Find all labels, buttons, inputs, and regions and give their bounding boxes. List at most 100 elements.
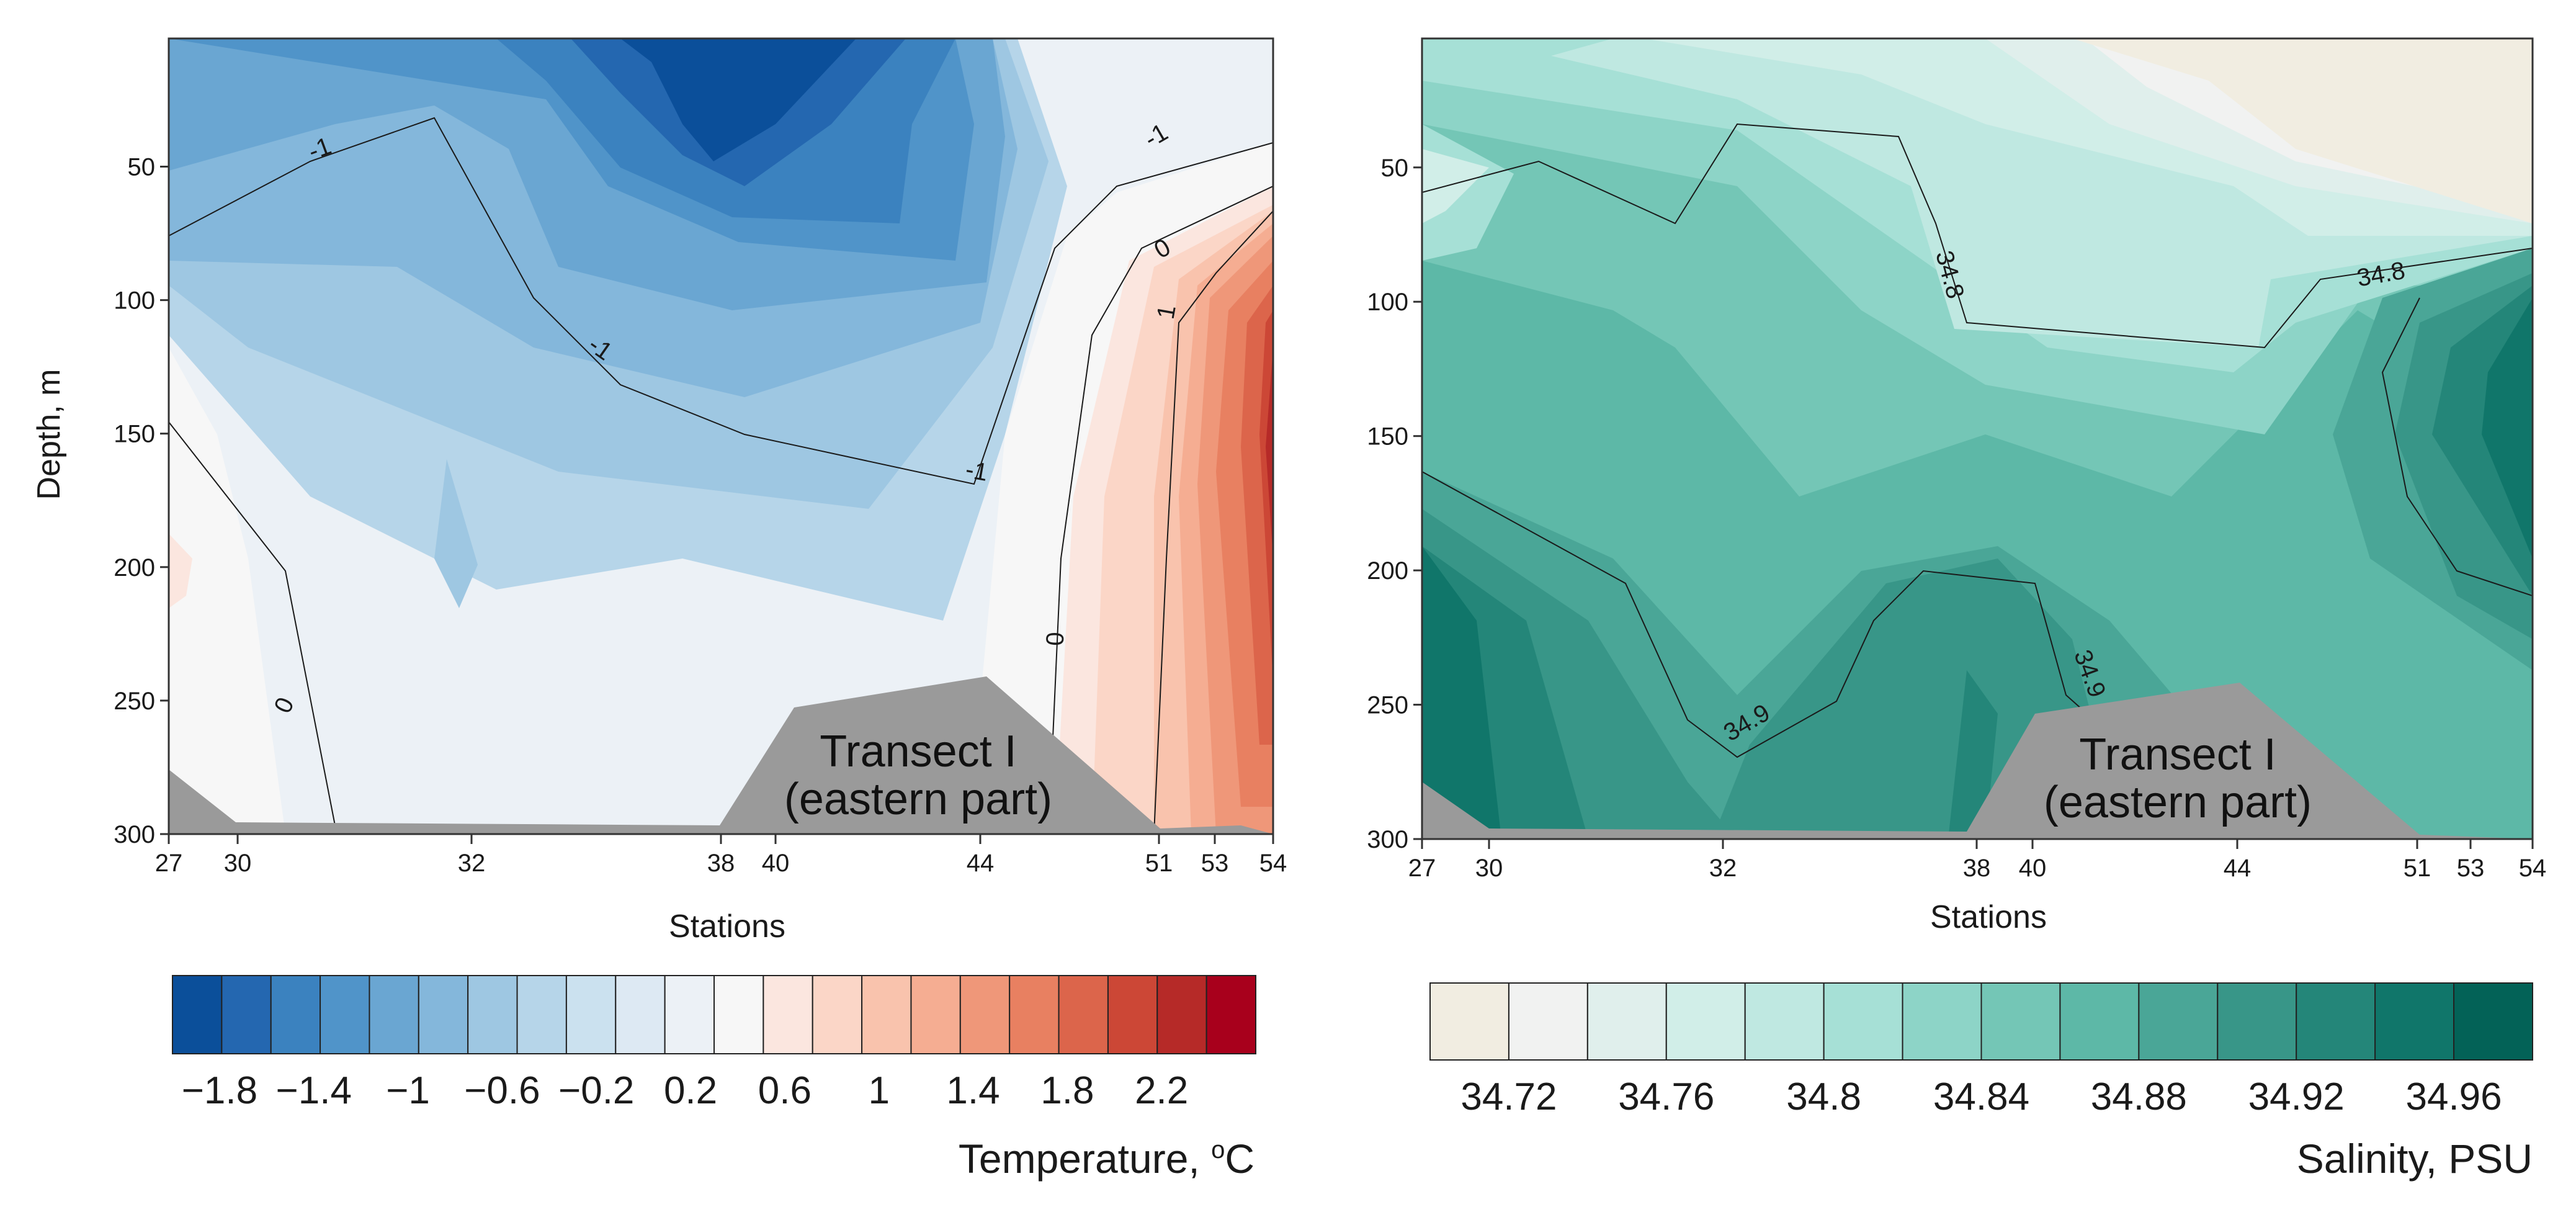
colorbar-tick-label: 1 (868, 1069, 889, 1112)
contour-label: -1 (964, 456, 990, 487)
colorbar-swatch (2138, 982, 2219, 1061)
colorbar-swatch (369, 975, 419, 1054)
x-tick-label: 54 (2519, 855, 2547, 882)
colorbar-swatch (2059, 982, 2140, 1061)
salinity-contour-fill (1422, 38, 2533, 839)
colorbar-swatch (2453, 982, 2534, 1061)
colorbar-swatch (2217, 982, 2297, 1061)
salinity-bottom-label-line1: Transect I (2079, 730, 2276, 779)
temperature-panel: 50 100 150 200 250 300 27 30 32 38 40 44 51 53 54 Dep… (31, 37, 1287, 1182)
colorbar-swatch (2374, 982, 2455, 1061)
temperature-bottom-label-line1: Transect I (820, 727, 1016, 776)
colorbar-tick-label: 34.76 (1618, 1075, 1714, 1118)
x-tick-label: 40 (762, 850, 790, 877)
colorbar-swatch (1902, 982, 1982, 1061)
colorbar-tick-label: −1 (386, 1069, 430, 1112)
colorbar-swatch (1205, 975, 1256, 1054)
colorbar-swatch (1665, 982, 1746, 1061)
x-tick-label: 51 (2404, 855, 2431, 882)
colorbar-swatch (910, 975, 961, 1054)
colorbar-tick-label: 34.92 (2248, 1075, 2345, 1118)
colorbar-swatch (861, 975, 912, 1054)
colorbar-swatch (565, 975, 617, 1054)
x-tick-label: 51 (1145, 850, 1173, 877)
salinity-bottom-label-line2: (eastern part) (2044, 778, 2312, 827)
colorbar-swatch (1980, 982, 2061, 1061)
y-tick-label: 150 (114, 421, 155, 448)
x-tick-label: 30 (224, 850, 252, 877)
x-tick-label: 53 (2457, 855, 2485, 882)
colorbar-tick-label: 0.2 (664, 1069, 717, 1112)
colorbar-swatch (1508, 982, 1588, 1061)
colorbar-swatch (1009, 975, 1060, 1054)
colorbar-tick-label: −0.6 (464, 1069, 540, 1112)
colorbar-swatch (1744, 982, 1825, 1061)
x-tick-label: 54 (1259, 850, 1287, 877)
colorbar-tick-label: 34.8 (1786, 1075, 1861, 1118)
contour-label: 0 (1042, 632, 1070, 647)
colorbar-tick-label: 2.2 (1135, 1069, 1188, 1112)
colorbar-tick-label: 34.88 (2091, 1075, 2187, 1118)
colorbar-swatch (418, 975, 469, 1054)
y-tick-label: 300 (114, 821, 155, 848)
y-tick-label: 200 (114, 554, 155, 581)
x-tick-label: 44 (967, 850, 995, 877)
colorbar-swatch (1823, 982, 1903, 1061)
y-tick-label: 200 (1367, 557, 1408, 585)
colorbar-tick-label: −1.4 (276, 1069, 352, 1112)
salinity-y-axis: 50 100 150 200 250 300 (1367, 155, 1422, 853)
colorbar-tick-label: −1.8 (182, 1069, 257, 1112)
temperature-y-axis: 50 100 150 200 250 300 (114, 153, 169, 848)
y-tick-label: 50 (1381, 155, 1409, 182)
x-tick-label: 40 (2019, 855, 2047, 882)
temperature-bottom-label-line2: (eastern part) (784, 774, 1052, 824)
x-tick-label: 38 (1963, 855, 1991, 882)
x-tick-label: 32 (1709, 855, 1737, 882)
salinity-xlabel: Stations (1930, 899, 2047, 935)
colorbar-tick-label: 34.96 (2405, 1075, 2502, 1118)
x-tick-label: 27 (1408, 855, 1436, 882)
colorbar-swatch (812, 975, 863, 1054)
salinity-x-axis: 27 30 32 38 40 44 51 53 54 (1408, 839, 2547, 882)
colorbar-tick-label: −0.2 (558, 1069, 634, 1112)
colorbar-swatch (1586, 982, 1667, 1061)
colorbar-swatch (320, 975, 370, 1054)
colorbar-swatch (615, 975, 666, 1054)
salinity-colorbar: 34.72 34.76 34.8 34.84 34.88 34.92 34.96 (1429, 982, 2534, 1118)
x-tick-label: 44 (2224, 855, 2252, 882)
colorbar-swatch (713, 975, 764, 1054)
x-tick-label: 32 (458, 850, 486, 877)
colorbar-swatch (959, 975, 1011, 1054)
y-tick-label: 50 (128, 153, 156, 181)
colorbar-swatch (1156, 975, 1207, 1054)
colorbar-swatch (1058, 975, 1109, 1054)
x-tick-label: 53 (1201, 850, 1229, 877)
colorbar-swatch (2296, 982, 2376, 1061)
y-tick-label: 100 (114, 287, 155, 315)
colorbar-swatch (467, 975, 518, 1054)
x-tick-label: 27 (155, 850, 183, 877)
y-tick-label: 250 (114, 688, 155, 715)
colorbar-swatch (172, 975, 223, 1054)
colorbar-swatch (664, 975, 715, 1054)
x-tick-label: 38 (707, 850, 735, 877)
colorbar-swatch (516, 975, 567, 1054)
colorbar-tick-label: 34.84 (1933, 1075, 2029, 1118)
y-tick-label: 250 (1367, 692, 1408, 719)
temperature-xlabel: Stations (669, 909, 785, 945)
colorbar-swatch (270, 975, 321, 1054)
colorbar-tick-label: 1.8 (1040, 1069, 1094, 1112)
temperature-colorbar: −1.8 −1.4 −1 −0.6 −0.2 0.2 0.6 1 1.4 1.8 2.2 (172, 975, 1256, 1112)
salinity-panel: 50 100 150 200 250 300 27 30 32 38 40 44 51 53 54 Sta… (1367, 37, 2547, 1182)
x-tick-label: 30 (1475, 855, 1503, 882)
temperature-x-axis: 27 30 32 38 40 44 51 53 54 (155, 834, 1287, 877)
colorbar-swatch (221, 975, 272, 1054)
y-tick-label: 100 (1367, 289, 1408, 316)
salinity-bathymetry (1422, 683, 2533, 839)
colorbar-swatch (1107, 975, 1158, 1054)
y-tick-label: 300 (1367, 826, 1408, 853)
temperature-ylabel: Depth, m (31, 369, 67, 500)
y-tick-label: 150 (1367, 423, 1408, 451)
colorbar-tick-label: 0.6 (758, 1069, 812, 1112)
